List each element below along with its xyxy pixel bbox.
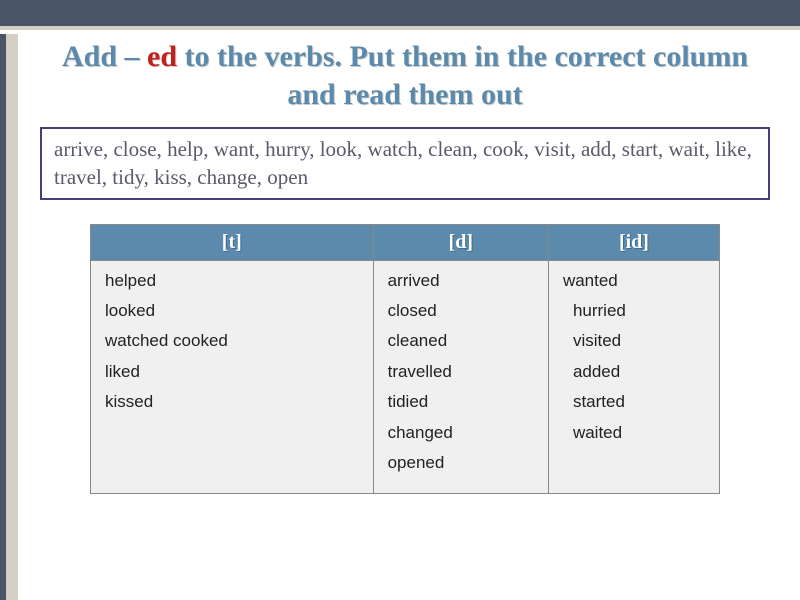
word: opened xyxy=(388,453,534,473)
word: added xyxy=(573,362,705,382)
word: changed xyxy=(388,423,534,443)
word: started xyxy=(573,392,705,412)
table-wrap: [t] [d] [id] helped looked watched cooke… xyxy=(90,224,720,495)
slide-title: Add – ed to the verbs. Put them in the c… xyxy=(40,38,770,113)
verb-list-box: arrive, close, help, want, hurry, look, … xyxy=(40,127,770,200)
title-part-b: to the verbs. Put them in the correct co… xyxy=(177,40,748,111)
left-stripe xyxy=(0,34,18,600)
word: kissed xyxy=(105,392,359,412)
word: arrived xyxy=(388,271,534,291)
word: waited xyxy=(573,423,705,443)
cell-t: helped looked watched cooked liked kisse… xyxy=(91,260,374,494)
header-d: [d] xyxy=(373,224,548,260)
cell-d: arrived closed cleaned travelled tidied … xyxy=(373,260,548,494)
cell-id: wanted hurried visited added started wai… xyxy=(548,260,719,494)
word: tidied xyxy=(388,392,534,412)
word: closed xyxy=(388,301,534,321)
word: helped xyxy=(105,271,359,291)
word: hurried xyxy=(573,301,705,321)
word: wanted xyxy=(563,271,705,291)
pronunciation-table: [t] [d] [id] helped looked watched cooke… xyxy=(90,224,720,495)
header-t: [t] xyxy=(91,224,374,260)
table-header-row: [t] [d] [id] xyxy=(91,224,720,260)
word: cleaned xyxy=(388,331,534,351)
title-ed: ed xyxy=(147,40,177,73)
word: watched cooked xyxy=(105,331,359,351)
slide-content: Add – ed to the verbs. Put them in the c… xyxy=(0,30,800,494)
word: liked xyxy=(105,362,359,382)
word: visited xyxy=(573,331,705,351)
word: looked xyxy=(105,301,359,321)
word: travelled xyxy=(388,362,534,382)
top-bar xyxy=(0,0,800,30)
title-part-a: Add – xyxy=(62,40,147,73)
header-id: [id] xyxy=(548,224,719,260)
table-row: helped looked watched cooked liked kisse… xyxy=(91,260,720,494)
